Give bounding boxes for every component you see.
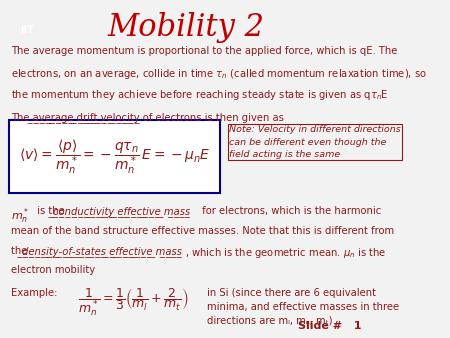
Text: the: the — [11, 246, 31, 256]
Text: is the: is the — [34, 206, 68, 216]
Text: in Si (since there are 6 equivalent
minima, and effective masses in three
direct: in Si (since there are 6 equivalent mini… — [207, 288, 399, 326]
Text: for electrons, which is the harmonic: for electrons, which is the harmonic — [199, 206, 382, 216]
Text: electron mobility: electron mobility — [11, 265, 95, 275]
Text: $\langle v \rangle = \dfrac{\langle p \rangle}{m_n^*} = -\dfrac{q\tau_n}{m_n^*}\: $\langle v \rangle = \dfrac{\langle p \r… — [18, 137, 210, 176]
FancyBboxPatch shape — [9, 120, 220, 193]
Text: Slide #   1: Slide # 1 — [297, 321, 361, 331]
Text: mean of the band structure effective masses. Note that this is different from: mean of the band structure effective mas… — [11, 226, 394, 237]
Text: , which is the geometric mean. $\mu_n$ is the: , which is the geometric mean. $\mu_n$ i… — [185, 246, 387, 260]
Text: Mobility 2: Mobility 2 — [108, 12, 265, 43]
Text: $\dfrac{1}{m_n^*} = \dfrac{1}{3}\left(\dfrac{1}{m_l} + \dfrac{2}{m_t}\right)$: $\dfrac{1}{m_n^*} = \dfrac{1}{3}\left(\d… — [78, 286, 189, 318]
Text: $m_n^*$: $m_n^*$ — [11, 206, 30, 226]
Text: The ̲a̲v̲e̲r̲a̲g̲e̲ ̲d̲r̲i̲f̲t̲ ̲v̲e̲l̲o̲c̲i̲t̲y̲ of electrons is then given as: The ̲a̲v̲e̲r̲a̲g̲e̲ ̲d̲r̲i̲f̲t̲ ̲v̲e̲l̲o… — [11, 112, 284, 123]
Text: The average momentum is proportional to the applied force, which is qE. The: The average momentum is proportional to … — [11, 46, 397, 56]
Text: Note: Velocity in different directions
can be different even though the
field ac: Note: Velocity in different directions c… — [229, 125, 400, 159]
Text: Example:: Example: — [11, 288, 58, 298]
Text: ̲d̲e̲n̲s̲i̲t̲y̲-̲o̲f̲-̲s̲t̲a̲t̲e̲s̲ ̲e̲f̲f̲e̲c̲t̲i̲v̲e̲ ̲m̲a̲s̲s̲: ̲d̲e̲n̲s̲i̲t̲y̲-̲o̲f̲-̲s̲t̲a̲t̲e̲s̲ ̲e̲f… — [23, 246, 183, 257]
Text: electrons, on an average, collide in time $\tau_n$ (called momentum relaxation t: electrons, on an average, collide in tim… — [11, 67, 427, 81]
Text: ̲c̲o̲n̲d̲u̲c̲t̲i̲v̲i̲t̲y̲ ̲e̲f̲f̲e̲c̲t̲i̲v̲e̲ ̲m̲a̲s̲s̲: ̲c̲o̲n̲d̲u̲c̲t̲i̲v̲i̲t̲y̲ ̲e̲f̲f̲e̲c̲t̲i… — [54, 206, 191, 217]
Text: the momentum they achieve before reaching steady state is given as q$\tau_n$E: the momentum they achieve before reachin… — [11, 88, 389, 102]
Text: IIT: IIT — [20, 25, 34, 35]
